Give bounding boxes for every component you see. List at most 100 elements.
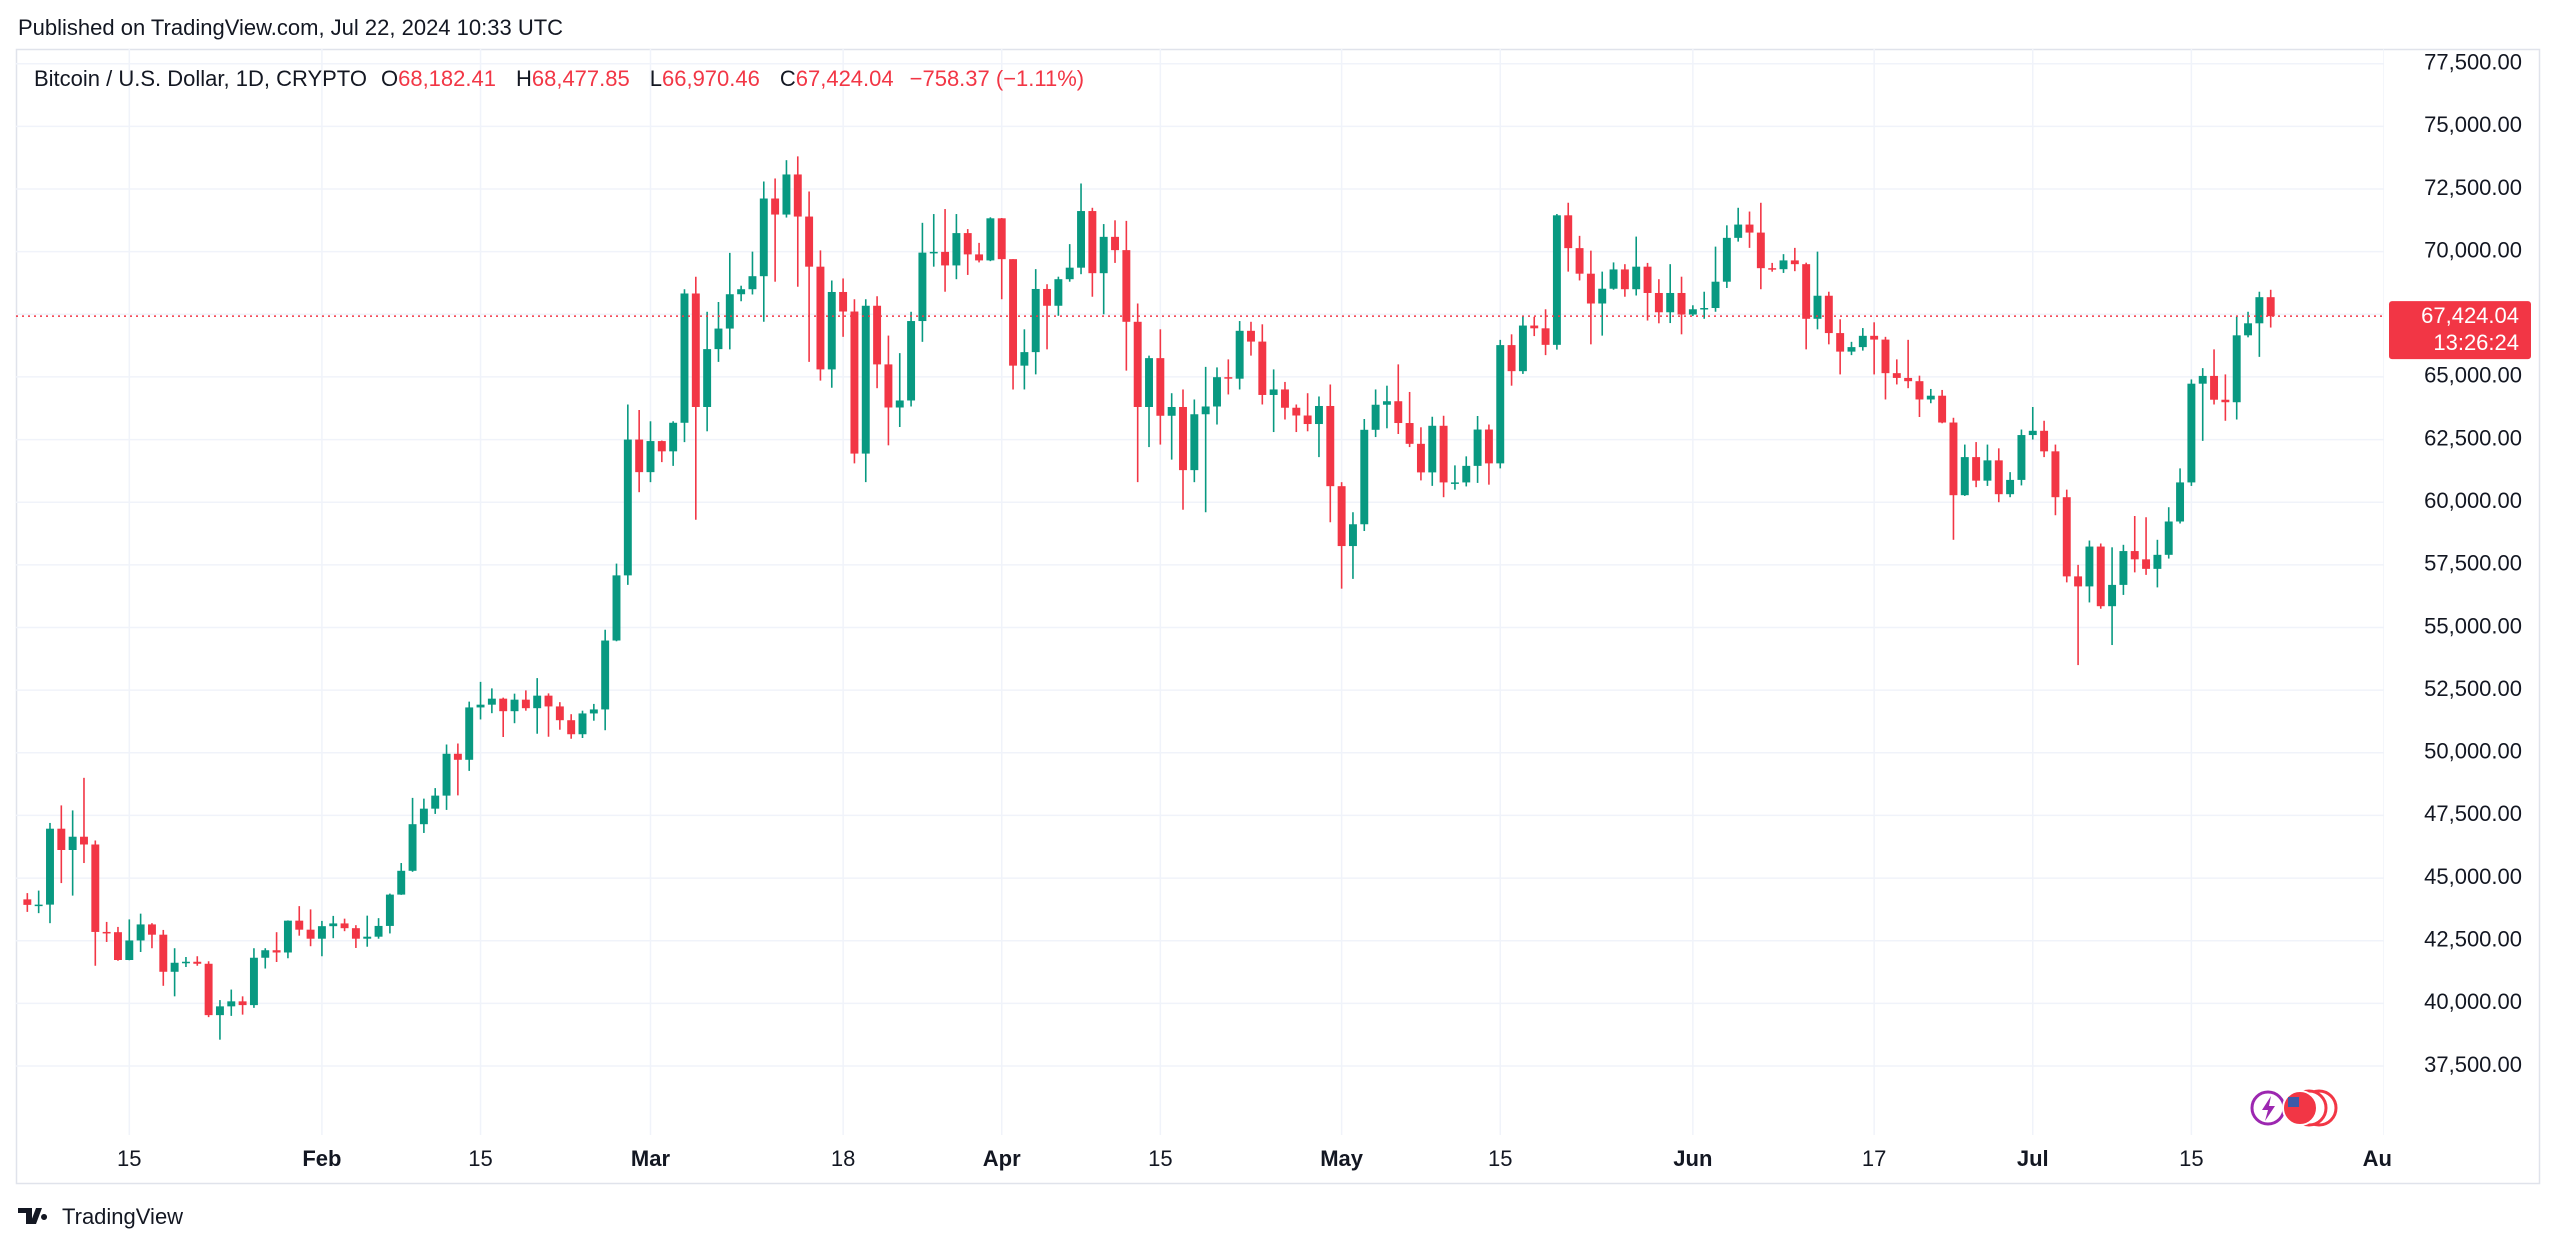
x-tick-label: 18 [831, 1146, 855, 1171]
candle-body [1337, 486, 1346, 547]
candle-body [918, 252, 927, 322]
candle-body [1348, 524, 1357, 547]
candle-body [1303, 415, 1312, 425]
candle-body [170, 962, 179, 972]
candle-body [2119, 551, 2128, 585]
candle-body [816, 266, 825, 370]
candle-body [986, 218, 995, 261]
y-tick-label: 45,000.00 [2424, 864, 2522, 889]
candle-body [884, 364, 893, 408]
candle-body [1938, 395, 1947, 423]
y-tick-label: 77,500.00 [2424, 50, 2522, 75]
candle-body [1416, 443, 1425, 473]
x-tick-label: Jun [1673, 1146, 1712, 1171]
candle-body [941, 251, 950, 266]
candle-body [1371, 404, 1380, 430]
candle-body [306, 929, 315, 939]
y-tick-label: 70,000.00 [2424, 237, 2522, 262]
candle-body [510, 699, 519, 712]
candle-body [1009, 259, 1018, 366]
candle-body [623, 439, 632, 576]
candle-body [1552, 215, 1561, 345]
candle-body [91, 844, 100, 932]
candle-body [249, 957, 258, 1006]
candle-body [737, 289, 746, 295]
candle-body [1858, 335, 1867, 348]
candle-body [1575, 248, 1584, 274]
candle-body [1881, 339, 1890, 374]
candle-body [1734, 224, 1743, 238]
price-label-box [2389, 301, 2531, 360]
candle-body [771, 198, 780, 215]
y-tick-label: 50,000.00 [2424, 739, 2522, 764]
y-tick-label: 40,000.00 [2424, 989, 2522, 1014]
candle-body [1201, 406, 1210, 415]
candle-body [1847, 347, 1856, 352]
countdown: 13:26:24 [2433, 330, 2519, 355]
plot-area [16, 156, 2384, 1040]
candle-body [2255, 297, 2264, 324]
candle-body [57, 828, 66, 851]
candle-body [1462, 465, 1471, 483]
candle-body [839, 291, 848, 312]
candle-body [2074, 576, 2083, 587]
candle-body [1983, 460, 1992, 481]
candle-body [499, 698, 508, 712]
candle-body [975, 254, 984, 261]
candle-body [1779, 260, 1788, 270]
legend-value: 66,970.46 [662, 66, 760, 91]
candle-body [793, 174, 802, 217]
candle-body [215, 1006, 224, 1016]
candle-body [181, 961, 190, 964]
candle-body [1122, 250, 1131, 322]
candle-body [759, 198, 768, 277]
candle-body [1541, 328, 1550, 345]
legend-key: H [516, 66, 532, 91]
candle-body [147, 924, 156, 935]
published-note: Published on TradingView.com, Jul 22, 20… [18, 15, 563, 40]
candle-body [544, 695, 553, 707]
candle-body [136, 924, 145, 941]
candle-body [1790, 260, 1799, 265]
candle-body [340, 923, 349, 929]
y-tick-label: 55,000.00 [2424, 613, 2522, 638]
icon-lightning-bolt [2262, 1096, 2275, 1121]
candle-body [1473, 429, 1482, 466]
candle-body [1179, 406, 1187, 471]
candle-body [567, 720, 576, 735]
candle-body [34, 904, 43, 907]
candle-body [1700, 308, 1709, 310]
candle-body [1824, 295, 1833, 334]
candle-body [465, 707, 474, 760]
x-tick-label: 15 [1148, 1146, 1172, 1171]
candle-body [204, 963, 213, 1016]
candle-body [578, 713, 587, 735]
candle-body [873, 305, 882, 365]
candle-body [1281, 389, 1289, 408]
legend-symbol: Bitcoin / U.S. Dollar, 1D, CRYPTO [34, 66, 367, 91]
candle-body [238, 1001, 247, 1006]
candle-body [2142, 559, 2151, 569]
icon-flag-canton [2288, 1097, 2299, 1107]
candle-body [1405, 423, 1414, 444]
candle-body [2006, 479, 2015, 495]
candle-body [80, 836, 88, 845]
candle-body [2176, 482, 2185, 522]
candle-body [1099, 236, 1108, 274]
candle-body [408, 824, 417, 871]
candle-body [1688, 309, 1697, 315]
candle-body [1960, 457, 1969, 496]
x-tick-label: Apr [983, 1146, 1021, 1171]
candle-body [1926, 395, 1935, 400]
candle-body [703, 349, 712, 407]
candle-body [1450, 482, 1459, 484]
axes: 37,500.00 40,000.00 42,500.00 45,000.00 47,5… [117, 50, 2531, 1171]
brand-name: TradingView [62, 1204, 183, 1229]
candle-body [419, 808, 428, 825]
candle-body [1598, 288, 1607, 304]
candle-body [952, 233, 961, 266]
candle-body [1213, 377, 1221, 407]
candle-body [1326, 405, 1335, 487]
candle-body [2040, 430, 2049, 452]
candle-body [1518, 325, 1527, 372]
